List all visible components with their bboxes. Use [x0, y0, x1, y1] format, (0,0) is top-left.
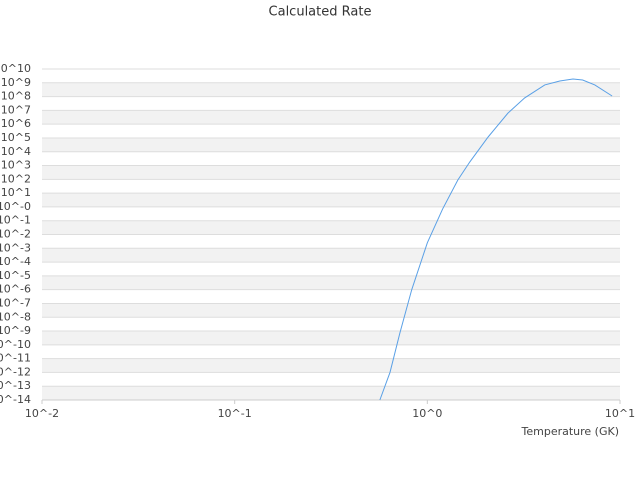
grid-band [42, 82, 620, 97]
x-tick-label: 10^-1 [218, 407, 252, 420]
y-tick-label: 10^-5 [0, 269, 31, 282]
y-tick-label: 10^8 [1, 90, 31, 103]
y-tick-label: 10^3 [1, 159, 31, 172]
grid-band [42, 358, 620, 373]
y-tick-label: 10^5 [1, 131, 31, 144]
y-tick-label: 10^-10 [0, 338, 31, 351]
y-tick-label: 10^2 [1, 172, 31, 185]
grid-band [42, 220, 620, 235]
x-tick-label: 10^-2 [25, 407, 59, 420]
y-tick-label: 10^10 [0, 62, 31, 75]
y-tick-label: 10^-7 [0, 296, 31, 309]
grid-band [42, 137, 620, 152]
y-tick-label: 10^4 [1, 145, 31, 158]
grid-band [42, 165, 620, 180]
y-tick-label: 10^-4 [0, 255, 31, 268]
x-axis-label: Temperature (GK) [521, 425, 620, 438]
y-tick-label: 10^-11 [0, 352, 31, 365]
y-tick-label: 10^-1 [0, 214, 31, 227]
y-tick-label: 10^-9 [0, 324, 31, 337]
grid-band [42, 248, 620, 263]
grid-band [42, 386, 620, 400]
y-tick-label: 10^-14 [0, 393, 31, 406]
grid-band [42, 331, 620, 345]
grid-band [42, 110, 620, 125]
y-tick-label: 10^-6 [0, 283, 31, 296]
y-tick-label: 10^9 [1, 76, 31, 89]
x-tick-label: 10^1 [605, 407, 635, 420]
y-tick-label: 10^-13 [0, 379, 31, 392]
y-tick-label: 10^-0 [0, 200, 31, 213]
y-tick-label: 10^1 [1, 186, 31, 199]
y-tick-label: 10^7 [1, 103, 31, 116]
y-tick-label: 10^-2 [0, 228, 31, 241]
x-tick-label: 10^0 [412, 407, 442, 420]
y-tick-label: 10^-8 [0, 310, 31, 323]
chart-title: Calculated Rate [269, 5, 372, 20]
data-line [379, 78, 613, 401]
y-tick-label: 10^6 [1, 117, 31, 130]
grid-band [42, 303, 620, 318]
grid-band [42, 275, 620, 290]
y-tick-label: 10^-3 [0, 241, 31, 254]
grid-band [42, 193, 620, 207]
y-tick-label: 10^-12 [0, 365, 31, 378]
